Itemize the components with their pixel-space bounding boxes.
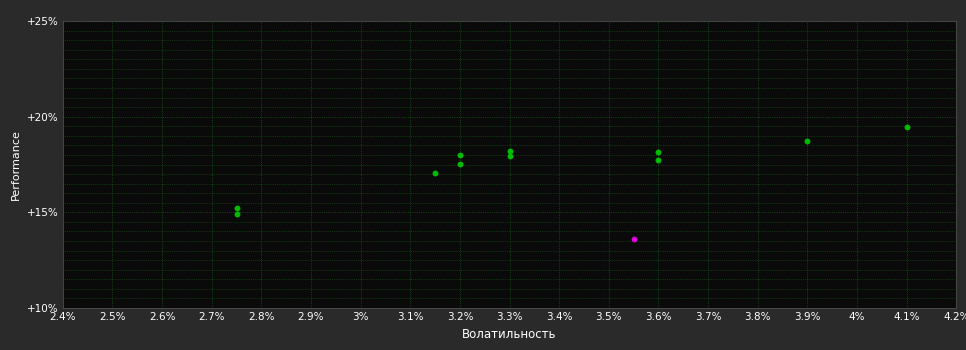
X-axis label: Волатильность: Волатильность (463, 328, 556, 341)
Y-axis label: Performance: Performance (12, 129, 21, 200)
Point (651, 157, 667, 162)
Point (626, 236, 641, 242)
Point (899, 124, 915, 130)
Point (501, 153, 517, 159)
Point (427, 170, 442, 176)
Point (501, 148, 517, 154)
Point (229, 205, 244, 210)
Point (800, 138, 815, 144)
Point (452, 161, 468, 166)
Point (452, 152, 468, 158)
Point (651, 149, 667, 155)
Point (229, 211, 244, 217)
